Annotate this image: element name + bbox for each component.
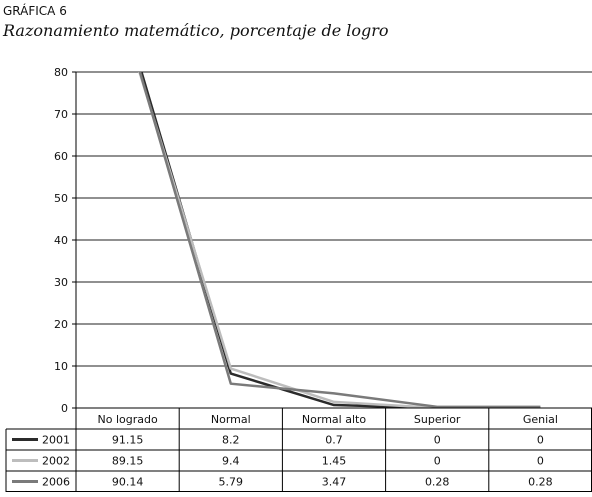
legend-label: 2001 (42, 434, 70, 447)
figure-label: GRÁFICA 6 (3, 3, 67, 18)
gridlines (76, 71, 592, 409)
x-category-label: Normal alto (302, 413, 366, 426)
table-cell: 0 (434, 434, 441, 447)
legend-label: 2006 (42, 476, 70, 489)
x-category-label: Superior (414, 413, 461, 426)
y-tick-label: 30 (54, 276, 68, 289)
table-cell: 90.14 (112, 476, 144, 489)
table-cell: 0 (537, 434, 544, 447)
table-cell: 0.28 (528, 476, 553, 489)
series-line-2006 (138, 72, 541, 408)
table-cell: 0.7 (325, 434, 343, 447)
table-cell: 5.79 (219, 476, 244, 489)
x-category-label: No logrado (97, 413, 157, 426)
series-line-2002 (138, 72, 541, 408)
table-cell: 1.45 (322, 455, 347, 468)
table-cell: 8.2 (222, 434, 240, 447)
y-axis-ticks: 0 10 20 30 40 50 60 70 80 (54, 66, 76, 415)
y-tick-label: 20 (54, 318, 68, 331)
table-cell: 0 (434, 455, 441, 468)
y-tick-label: 80 (54, 66, 68, 79)
table-cell: 89.15 (112, 455, 144, 468)
table-cell: 0.28 (425, 476, 450, 489)
x-category-label: Normal (211, 413, 251, 426)
series-line-2001 (140, 72, 541, 408)
table-cell: 3.47 (322, 476, 347, 489)
data-table: No logrado Normal Normal alto Superior Genia… (5, 407, 592, 492)
y-tick-label: 0 (61, 402, 68, 415)
figure-title: Razonamiento matemático, porcentaje de l… (2, 21, 389, 40)
table-cell: 9.4 (222, 455, 240, 468)
series-lines (138, 72, 541, 408)
y-tick-label: 50 (54, 192, 68, 205)
x-category-label: Genial (523, 413, 558, 426)
table-cell: 0 (537, 455, 544, 468)
y-tick-label: 10 (54, 360, 68, 373)
legend-label: 2002 (42, 455, 70, 468)
y-tick-label: 40 (54, 234, 68, 247)
table-cell: 91.15 (112, 434, 144, 447)
y-tick-label: 70 (54, 108, 68, 121)
y-tick-label: 60 (54, 150, 68, 163)
